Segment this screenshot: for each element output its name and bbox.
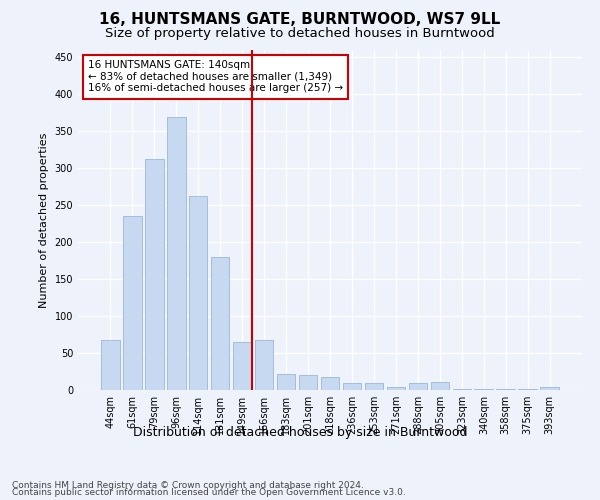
Bar [452,388,471,390]
Bar [343,382,361,390]
Bar [320,376,340,390]
Text: Contains public sector information licensed under the Open Government Licence v3: Contains public sector information licen… [12,488,406,497]
Text: 16, HUNTSMANS GATE, BURNTWOOD, WS7 9LL: 16, HUNTSMANS GATE, BURNTWOOD, WS7 9LL [100,12,500,28]
Text: Contains HM Land Registry data © Crown copyright and database right 2024.: Contains HM Land Registry data © Crown c… [12,480,364,490]
Bar [365,384,383,390]
Bar [145,160,164,390]
Bar [541,387,559,390]
Bar [167,116,185,390]
Text: Distribution of detached houses by size in Burntwood: Distribution of detached houses by size … [133,426,467,439]
Bar [101,340,119,390]
Bar [299,375,317,390]
Text: 16 HUNTSMANS GATE: 140sqm
← 83% of detached houses are smaller (1,349)
16% of se: 16 HUNTSMANS GATE: 140sqm ← 83% of detac… [88,60,343,94]
Bar [386,387,405,390]
Text: Size of property relative to detached houses in Burntwood: Size of property relative to detached ho… [105,28,495,40]
Bar [123,216,142,390]
Bar [277,374,295,390]
Bar [233,342,251,390]
Bar [409,382,427,390]
Bar [255,340,274,390]
Y-axis label: Number of detached properties: Number of detached properties [39,132,49,308]
Bar [431,382,449,390]
Bar [189,196,208,390]
Bar [211,257,229,390]
